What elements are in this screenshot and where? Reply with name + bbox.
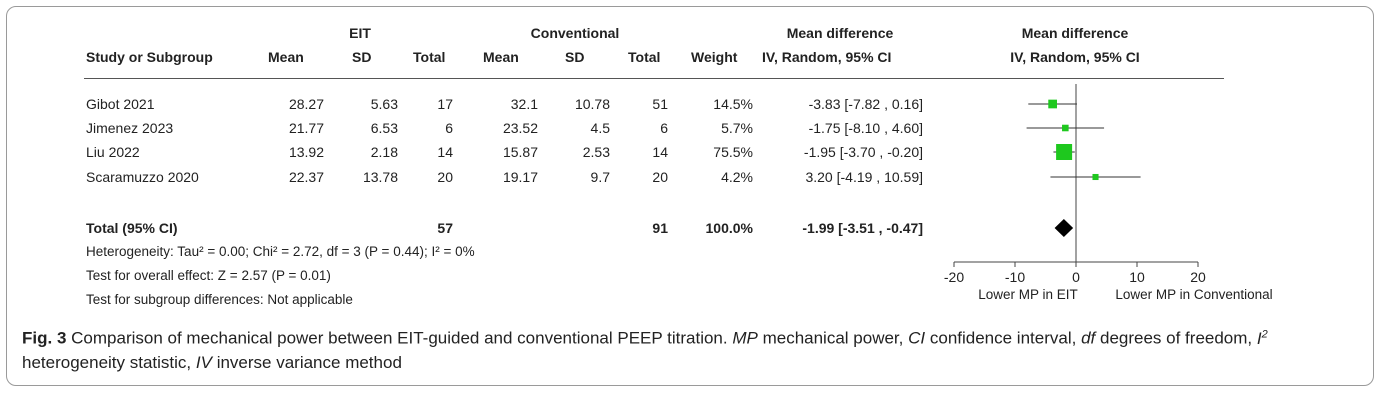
col-total-conv: Total — [628, 49, 661, 65]
eit-total: 17 — [437, 96, 453, 112]
caption-mp: MP — [732, 328, 758, 348]
eit-mean: 28.27 — [288, 96, 324, 112]
conv-total-n: 91 — [652, 220, 668, 236]
caption-mp-def: mechanical power, — [762, 328, 904, 348]
x-tick-label: 0 — [1072, 269, 1080, 285]
header-rule — [84, 78, 1224, 79]
eit-mean: 21.77 — [288, 120, 324, 136]
x-tick-label: -10 — [1005, 269, 1025, 285]
eit-sd: 6.53 — [370, 120, 398, 136]
eit-sd: 2.18 — [370, 144, 398, 160]
conv-total: 6 — [660, 120, 668, 136]
ci-text: 3.20 [-4.19 , 10.59] — [805, 169, 923, 185]
x-tick-label: 20 — [1190, 269, 1206, 285]
study-marker — [1056, 144, 1073, 160]
eit-mean: 13.92 — [288, 144, 324, 160]
eit-total: 20 — [437, 169, 453, 185]
conv-sd: 2.53 — [582, 144, 610, 160]
ci-text: -1.75 [-8.10 , 4.60] — [808, 120, 923, 136]
heterogeneity-note: Heterogeneity: Tau² = 0.00; Chi² = 2.72,… — [86, 244, 475, 259]
caption-ci-def: confidence interval, — [929, 328, 1077, 348]
total-label: Total (95% CI) — [86, 220, 178, 236]
eit-sd: 5.63 — [370, 96, 398, 112]
pooled-diamond — [1054, 219, 1074, 237]
ci-text: -1.95 [-3.70 , -0.20] — [803, 144, 923, 160]
eit-total-n: 57 — [437, 220, 453, 236]
study-name: Gibot 2021 — [86, 96, 155, 112]
caption-text: Comparison of mechanical power between E… — [71, 328, 728, 348]
eit-total: 6 — [445, 120, 453, 136]
figure-caption: Fig. 3 Comparison of mechanical power be… — [22, 322, 1362, 375]
conv-mean: 23.52 — [502, 120, 538, 136]
col-total-eit: Total — [413, 49, 446, 65]
plot-title: Mean difference — [1021, 25, 1129, 41]
left-direction-label: Lower MP in EIT — [978, 287, 1078, 302]
conv-mean: 32.1 — [510, 96, 538, 112]
caption-df: df — [1081, 328, 1096, 348]
study-marker — [1048, 99, 1057, 109]
col-study: Study or Subgroup — [86, 49, 213, 65]
col-weight: Weight — [691, 49, 738, 65]
x-tick-label: -20 — [944, 269, 964, 285]
total-weight: 100.0% — [705, 220, 753, 236]
study-name: Liu 2022 — [86, 144, 140, 160]
weight: 14.5% — [713, 96, 753, 112]
study-name: Jimenez 2023 — [86, 120, 174, 136]
right-direction-label: Lower MP in Conventional — [1115, 287, 1272, 302]
weight: 5.7% — [721, 120, 753, 136]
conv-mean: 15.87 — [502, 144, 538, 160]
conv-sd: 9.7 — [590, 169, 610, 185]
caption-iv-def: inverse variance method — [216, 352, 402, 372]
col-mean-conv: Mean — [483, 49, 519, 65]
study-marker — [1092, 173, 1099, 181]
plot-subtitle: IV, Random, 95% CI — [1010, 49, 1140, 65]
col-mean-eit: Mean — [268, 49, 304, 65]
conv-sd: 10.78 — [574, 96, 610, 112]
group1-header: EIT — [349, 25, 371, 41]
subgroup-note: Test for subgroup differences: Not appli… — [86, 292, 353, 307]
study-marker — [1062, 124, 1069, 132]
figure-frame — [6, 6, 1374, 386]
col-sd-conv: SD — [565, 49, 585, 65]
caption-df-def: degrees of freedom, — [1100, 328, 1253, 348]
caption-i2: I2 — [1256, 328, 1268, 348]
conv-mean: 19.17 — [502, 169, 538, 185]
eit-sd: 13.78 — [362, 169, 398, 185]
col-sd-eit: SD — [352, 49, 372, 65]
pooled-ci-text: -1.99 [-3.51 , -0.47] — [802, 220, 923, 236]
eit-mean: 22.37 — [288, 169, 324, 185]
conv-sd: 4.5 — [590, 120, 610, 136]
caption-label: Fig. 3 — [22, 328, 67, 348]
conv-total: 14 — [652, 144, 668, 160]
x-tick-label: 10 — [1129, 269, 1145, 285]
conv-total: 20 — [652, 169, 668, 185]
md-title: Mean difference — [786, 25, 894, 41]
caption-ci: CI — [908, 328, 926, 348]
weight: 4.2% — [721, 169, 753, 185]
ci-text: -3.83 [-7.82 , 0.16] — [808, 96, 923, 112]
conv-total: 51 — [652, 96, 668, 112]
overall-effect-note: Test for overall effect: Z = 2.57 (P = 0… — [86, 268, 331, 283]
weight: 75.5% — [713, 144, 753, 160]
study-name: Scaramuzzo 2020 — [86, 169, 199, 185]
caption-i2-def: heterogeneity statistic, — [22, 352, 192, 372]
caption-iv: IV — [195, 352, 212, 372]
eit-total: 14 — [437, 144, 453, 160]
group2-header: Conventional — [530, 25, 620, 41]
md-subtitle: IV, Random, 95% CI — [762, 49, 892, 65]
